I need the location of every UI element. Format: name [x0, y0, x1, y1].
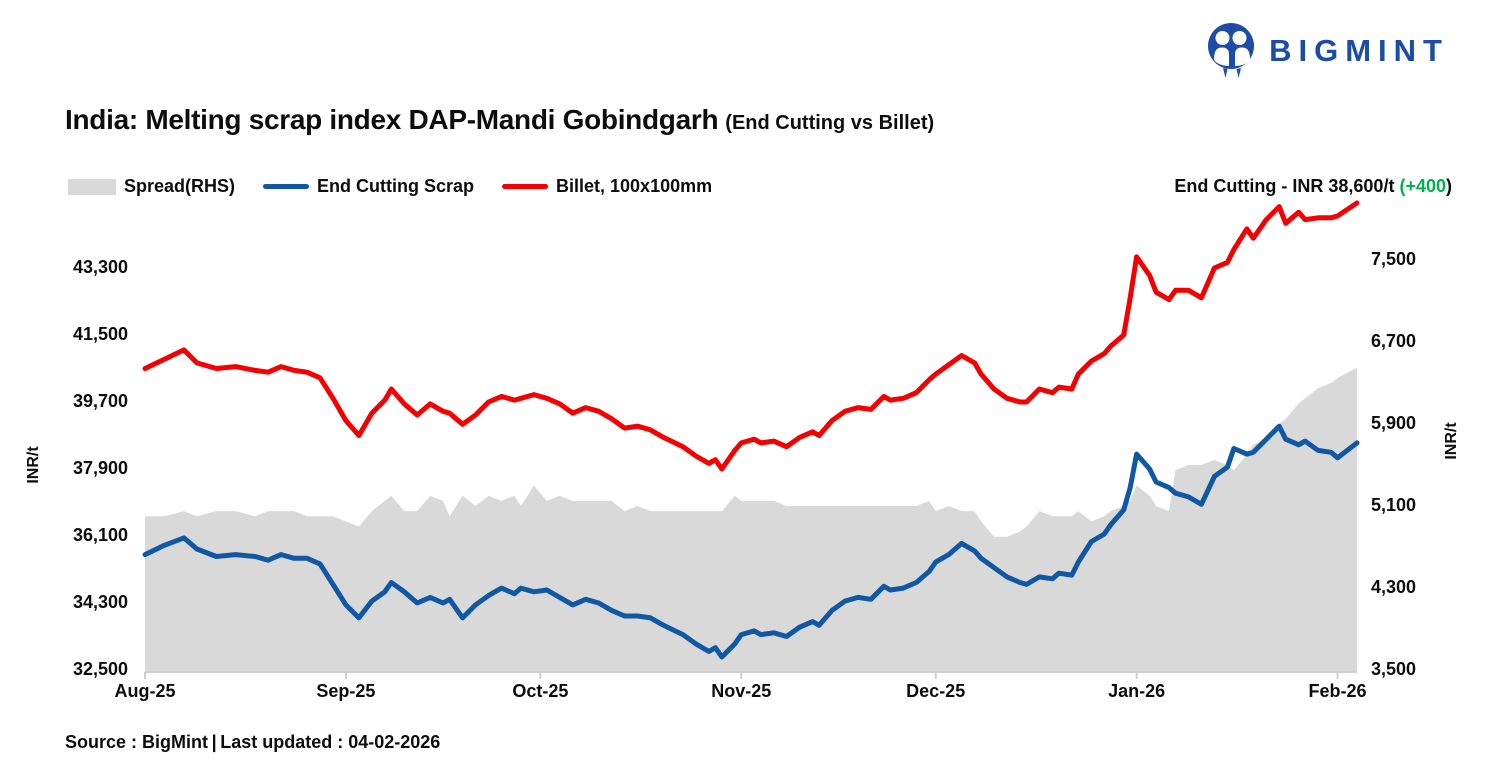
x-axis-tick-label: Feb-26 [1308, 681, 1367, 701]
bigmint-logo: BIGMINT [1206, 22, 1449, 80]
left-axis-tick-label: 37,900 [72, 458, 128, 478]
chart-title: India: Melting scrap index DAP-Mandi Gob… [65, 104, 934, 136]
x-axis-tick-label: Oct-25 [512, 681, 569, 701]
last-price-change: (+400 [1399, 176, 1446, 196]
right-axis-tick-label: 7,500 [1371, 249, 1417, 269]
x-axis-tick-label: Aug-25 [114, 681, 176, 701]
chart-title-sub: (End Cutting vs Billet) [725, 112, 935, 134]
left-axis-tick-label: 32,500 [72, 659, 128, 679]
last-price-annotation: End Cutting - INR 38,600/t (+400) [1174, 176, 1452, 197]
billet-line-series [142, 200, 1360, 472]
right-axis-tick-label: 6,700 [1371, 331, 1417, 351]
x-axis-tick-label: Sep-25 [316, 681, 376, 701]
spread-area-swatch [68, 178, 116, 195]
left-axis-tick-label: 39,700 [72, 391, 128, 411]
end-cutting-line-series [142, 423, 1360, 660]
legend-label-billet: Billet, 100x100mm [556, 176, 713, 196]
right-axis-tick-label: 5,900 [1371, 413, 1417, 433]
last-price-label: End Cutting - INR 38,600/t [1174, 176, 1400, 196]
x-axis-tick-label: Dec-25 [906, 681, 966, 701]
legend-item-end-cutting-scrap: End Cutting Scrap [263, 176, 474, 197]
bigmint-logo-text: BIGMINT [1269, 33, 1449, 68]
spread-area-series [145, 367, 1357, 672]
legend: Spread(RHS) End Cutting Scrap Billet, 10… [68, 176, 740, 197]
left-axis-tick-label: 43,300 [72, 257, 128, 277]
right-axis-tick-label: 4,300 [1371, 577, 1417, 597]
last-price-paren: ) [1446, 176, 1452, 196]
left-axis-tick-label: 41,500 [72, 324, 128, 344]
left-axis-tick-label: 34,300 [72, 592, 128, 612]
right-axis-title: INR/t [1443, 422, 1460, 460]
legend-label-end-cutting-scrap: End Cutting Scrap [317, 176, 475, 196]
right-axis-tick-label: 3,500 [1371, 659, 1417, 679]
legend-label-spread: Spread(RHS) [124, 176, 236, 196]
legend-item-billet: Billet, 100x100mm [502, 176, 712, 197]
billet-line-swatch [502, 184, 549, 189]
left-axis-tick-label: 36,100 [72, 525, 128, 545]
chart-title-main: India: Melting scrap index DAP-Mandi Gob… [65, 104, 719, 135]
x-axis-tick-label: Jan-26 [1108, 681, 1166, 701]
end-cutting-line-swatch [263, 184, 310, 189]
right-axis-tick-label: 5,100 [1371, 495, 1417, 515]
bigmint-logo-icon [1206, 22, 1258, 80]
legend-item-spread: Spread(RHS) [68, 176, 235, 197]
source-note: Source : BigMint | Last updated : 04-02-… [65, 732, 441, 752]
x-axis-tick-label: Nov-25 [711, 681, 772, 701]
